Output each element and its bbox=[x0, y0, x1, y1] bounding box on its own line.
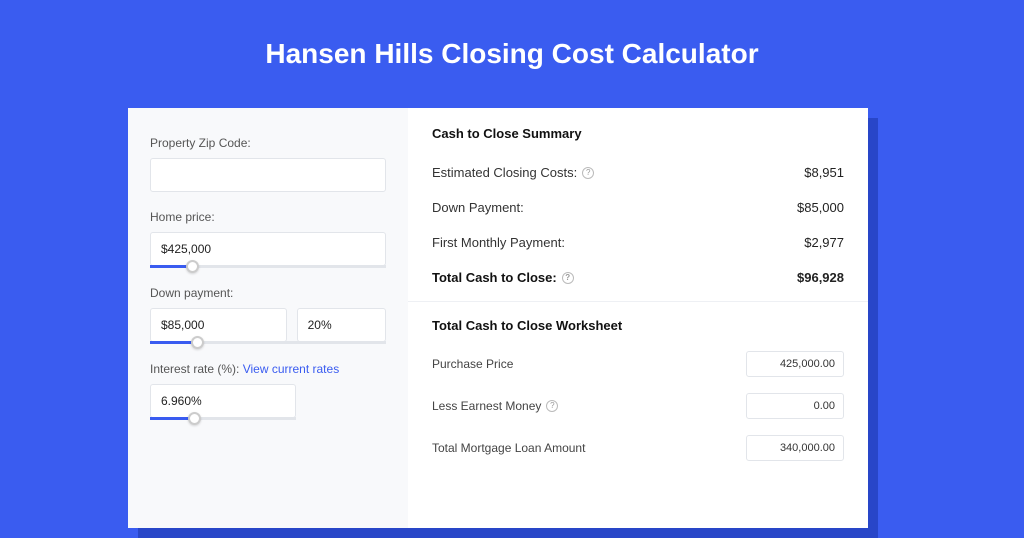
results-panel: Cash to Close Summary Estimated Closing … bbox=[408, 108, 868, 528]
down-percent-input[interactable]: 20% bbox=[297, 308, 386, 342]
worksheet-row-input[interactable]: 340,000.00 bbox=[746, 435, 844, 461]
summary-row-label: Estimated Closing Costs:? bbox=[432, 165, 594, 180]
worksheet-row: Purchase Price 425,000.00 bbox=[432, 343, 844, 385]
summary-row-value: $96,928 bbox=[797, 270, 844, 285]
price-field-group: Home price: $425,000 bbox=[150, 210, 386, 268]
down-slider-fill bbox=[150, 341, 197, 344]
price-label: Home price: bbox=[150, 210, 386, 224]
worksheet-title: Total Cash to Close Worksheet bbox=[432, 302, 844, 343]
page-title: Hansen Hills Closing Cost Calculator bbox=[0, 0, 1024, 70]
worksheet-row-label-text: Purchase Price bbox=[432, 357, 513, 371]
worksheet-row-label: Purchase Price bbox=[432, 357, 513, 371]
rate-slider[interactable] bbox=[150, 417, 296, 420]
worksheet-row-input[interactable]: 425,000.00 bbox=[746, 351, 844, 377]
summary-row: Estimated Closing Costs:? $8,951 bbox=[432, 155, 844, 190]
worksheet-row: Total Mortgage Loan Amount 340,000.00 bbox=[432, 427, 844, 469]
summary-row: Down Payment: $85,000 bbox=[432, 190, 844, 225]
help-icon[interactable]: ? bbox=[582, 167, 594, 179]
inputs-panel: Property Zip Code: Home price: $425,000 … bbox=[128, 108, 408, 528]
summary-row: Total Cash to Close:? $96,928 bbox=[432, 260, 844, 295]
worksheet-row-label-text: Less Earnest Money bbox=[432, 399, 541, 413]
summary-row-label-text: Estimated Closing Costs: bbox=[432, 165, 577, 180]
down-amount-input[interactable]: $85,000 bbox=[150, 308, 287, 342]
zip-label: Property Zip Code: bbox=[150, 136, 386, 150]
down-slider[interactable] bbox=[150, 341, 386, 344]
rate-label: Interest rate (%): View current rates bbox=[150, 362, 386, 376]
worksheet-row-label: Less Earnest Money? bbox=[432, 399, 558, 413]
down-slider-thumb[interactable] bbox=[191, 336, 204, 349]
help-icon[interactable]: ? bbox=[562, 272, 574, 284]
price-input[interactable]: $425,000 bbox=[150, 232, 386, 266]
zip-input[interactable] bbox=[150, 158, 386, 192]
view-rates-link[interactable]: View current rates bbox=[243, 362, 340, 376]
summary-title: Cash to Close Summary bbox=[432, 126, 844, 141]
summary-row-label: Down Payment: bbox=[432, 200, 524, 215]
worksheet-row-input[interactable]: 0.00 bbox=[746, 393, 844, 419]
summary-row-label-text: Total Cash to Close: bbox=[432, 270, 557, 285]
down-label: Down payment: bbox=[150, 286, 386, 300]
summary-row-value: $8,951 bbox=[804, 165, 844, 180]
price-slider[interactable] bbox=[150, 265, 386, 268]
worksheet-row-label-text: Total Mortgage Loan Amount bbox=[432, 441, 585, 455]
worksheet-row-label: Total Mortgage Loan Amount bbox=[432, 441, 585, 455]
rate-field-group: Interest rate (%): View current rates 6.… bbox=[150, 362, 386, 420]
summary-row: First Monthly Payment: $2,977 bbox=[432, 225, 844, 260]
summary-row-label-text: First Monthly Payment: bbox=[432, 235, 565, 250]
worksheet-row: Less Earnest Money? 0.00 bbox=[432, 385, 844, 427]
summary-row-value: $2,977 bbox=[804, 235, 844, 250]
zip-field-group: Property Zip Code: bbox=[150, 136, 386, 192]
summary-row-value: $85,000 bbox=[797, 200, 844, 215]
rate-input[interactable]: 6.960% bbox=[150, 384, 296, 418]
price-slider-thumb[interactable] bbox=[186, 260, 199, 273]
summary-row-label: First Monthly Payment: bbox=[432, 235, 565, 250]
rate-label-text: Interest rate (%): bbox=[150, 362, 243, 376]
summary-row-label-text: Down Payment: bbox=[432, 200, 524, 215]
summary-row-label: Total Cash to Close:? bbox=[432, 270, 574, 285]
help-icon[interactable]: ? bbox=[546, 400, 558, 412]
rate-slider-thumb[interactable] bbox=[188, 412, 201, 425]
down-field-group: Down payment: $85,000 20% bbox=[150, 286, 386, 344]
calculator-card: Property Zip Code: Home price: $425,000 … bbox=[128, 108, 868, 528]
